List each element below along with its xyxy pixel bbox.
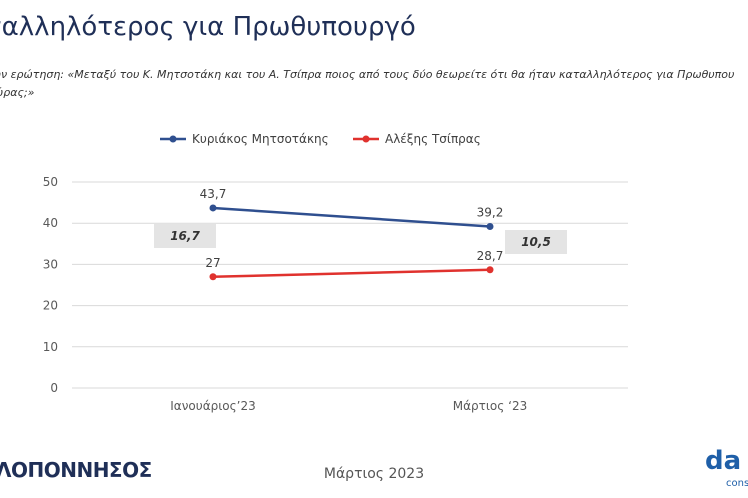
data-label: 39,2 <box>477 205 504 219</box>
data-point <box>209 204 217 212</box>
question-line-1: ην ερώτηση: «Μεταξύ του Κ. Μητσοτάκη και… <box>0 68 735 81</box>
region-label: ΛΟΠΟΝΝΗΣΟΣ <box>0 458 152 482</box>
y-tick-label: 30 <box>43 257 58 271</box>
y-tick-label: 0 <box>50 381 58 395</box>
data-point <box>209 273 217 281</box>
difference-box <box>154 224 216 248</box>
y-tick-label: 40 <box>43 216 58 230</box>
difference-label: 16,7 <box>170 229 200 243</box>
x-tick-label: Ιανουάριος’23 <box>170 399 256 413</box>
x-tick-label: Μάρτιος ‘23 <box>453 399 527 413</box>
legend-label: Κυριάκος Μητσοτάκης <box>192 132 329 146</box>
line-chart: 0 10 20 30 40 50 Ιανουάριος’23 Μάρτιος ‘23 Κυριά… <box>43 132 628 413</box>
data-point <box>486 222 494 230</box>
data-label: 43,7 <box>200 187 227 201</box>
difference-label: 10,5 <box>521 235 551 249</box>
data-label: 27 <box>205 256 220 270</box>
legend-label: Αλέξης Τσίπρας <box>385 132 481 146</box>
series-line <box>212 268 491 279</box>
legend-marker <box>362 135 370 143</box>
brand-logo: da <box>705 446 742 476</box>
y-tick-label: 20 <box>43 299 58 313</box>
date-label: Μάρτιος 2023 <box>323 466 425 482</box>
legend-marker <box>169 135 177 143</box>
series-line <box>212 206 491 228</box>
brand-logo-sub: cons <box>726 478 748 489</box>
question-line-2: ώρας;» <box>0 86 35 99</box>
chart-title: ταλληλότερος για Πρωθυπουργό <box>0 12 416 42</box>
data-point <box>486 266 494 274</box>
y-tick-label: 10 <box>43 340 58 354</box>
data-label: 28,7 <box>477 249 504 263</box>
survey-question: ην ερώτηση: «Μεταξύ του Κ. Μητσοτάκη και… <box>0 66 748 102</box>
y-tick-label: 50 <box>43 175 58 189</box>
difference-box <box>505 230 567 254</box>
